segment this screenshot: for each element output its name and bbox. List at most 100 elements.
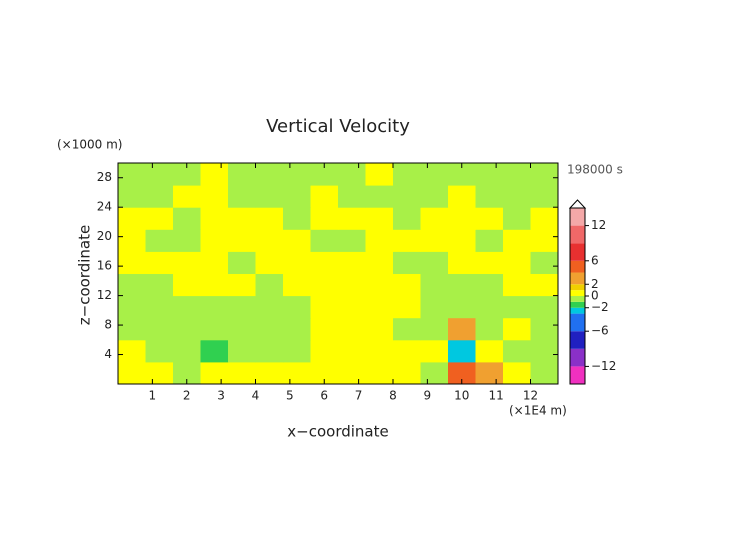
- heatmap-cell: [530, 185, 559, 208]
- colorbar-band: [570, 313, 585, 332]
- heatmap-cell: [338, 295, 366, 319]
- heatmap-cell: [173, 251, 201, 274]
- heatmap-cell: [118, 185, 146, 208]
- heatmap-cell: [145, 251, 174, 274]
- heatmap-cell: [393, 361, 421, 385]
- heatmap-cell: [338, 207, 366, 230]
- x-tick-label: 9: [424, 389, 432, 403]
- heatmap-cell: [475, 339, 504, 363]
- heatmap-cell: [475, 207, 504, 230]
- heatmap-cell: [173, 339, 201, 363]
- heatmap-cell: [448, 163, 476, 186]
- colorbar-band: [570, 331, 585, 349]
- heatmap-cell: [118, 361, 146, 385]
- heatmap-cell: [173, 185, 201, 208]
- x-tick-label: 7: [355, 389, 363, 403]
- heatmap-cell: [228, 361, 256, 385]
- heatmap-cell: [200, 273, 229, 297]
- colorbar-band: [570, 243, 585, 261]
- heatmap-cell: [118, 229, 146, 252]
- heatmap-cell: [530, 295, 559, 319]
- heatmap-cell: [448, 295, 476, 319]
- heatmap-cell: [448, 273, 476, 297]
- plot-frame: [117, 162, 559, 385]
- x-tick-label: 8: [389, 389, 397, 403]
- heatmap-cell: [173, 229, 201, 252]
- heatmap-cell: [420, 361, 449, 385]
- heatmap-cell: [503, 229, 531, 252]
- heatmap-cell: [475, 185, 504, 208]
- heatmap-cell: [338, 185, 366, 208]
- heatmap-cell: [118, 317, 146, 341]
- heatmap-cell: [228, 273, 256, 297]
- heatmap-cell: [420, 251, 449, 274]
- heatmap-cell: [420, 163, 449, 186]
- heatmap-cell: [448, 251, 476, 274]
- x-unit: (×1E4 m): [509, 404, 567, 418]
- heatmap-cell: [365, 295, 394, 319]
- heatmap-cell: [255, 339, 284, 363]
- x-tick-label: 12: [523, 389, 538, 403]
- heatmap-cell: [145, 339, 174, 363]
- x-tick-label: 1: [149, 389, 157, 403]
- heatmap-cell: [118, 295, 146, 319]
- heatmap-cell: [338, 251, 366, 274]
- heatmap-cell: [118, 163, 146, 186]
- heatmap-cell: [200, 163, 229, 186]
- x-tick-label: 2: [183, 389, 191, 403]
- heatmap-cell: [448, 229, 476, 252]
- heatmap-cell: [448, 339, 476, 363]
- y-tick-label: 4: [104, 347, 112, 361]
- heatmap-cell: [365, 273, 394, 297]
- heatmap-cell: [118, 273, 146, 297]
- heatmap-cell: [365, 185, 394, 208]
- heatmap-cell: [283, 229, 311, 252]
- heatmap-cell: [530, 339, 559, 363]
- heatmap-cell: [200, 251, 229, 274]
- heatmap-cell: [283, 339, 311, 363]
- heatmap-cell: [173, 361, 201, 385]
- colorbar-tick-label: 6: [591, 253, 599, 267]
- heatmap-cell: [228, 229, 256, 252]
- heatmap-cell: [503, 339, 531, 363]
- heatmap-cell: [283, 185, 311, 208]
- heatmap-cell: [310, 251, 339, 274]
- heatmap-cell: [200, 361, 229, 385]
- y-axis-label: z−coordinate: [76, 225, 94, 325]
- heatmap-cell: [503, 295, 531, 319]
- heatmap-cell: [448, 207, 476, 230]
- heatmap-cell: [255, 295, 284, 319]
- heatmap-cell: [338, 163, 366, 186]
- heatmap-cell: [393, 251, 421, 274]
- heatmap-cell: [475, 317, 504, 341]
- heatmap-cell: [200, 295, 229, 319]
- heatmap-cell: [475, 229, 504, 252]
- heatmap-cell: [448, 361, 476, 385]
- colorbar-tick-label: −12: [591, 359, 616, 373]
- heatmap-cell: [145, 163, 174, 186]
- heatmap-cell: [255, 229, 284, 252]
- colorbar-tick-label: 2: [591, 277, 599, 291]
- heatmap-cell: [310, 229, 339, 252]
- colorbar-band: [570, 307, 585, 314]
- heatmap-cell: [283, 163, 311, 186]
- colorbar-band: [570, 296, 585, 302]
- heatmap-cell: [228, 317, 256, 341]
- heatmap-cell: [420, 273, 449, 297]
- heatmap-cell: [173, 163, 201, 186]
- heatmap-cell: [338, 273, 366, 297]
- heatmap-cell: [530, 273, 559, 297]
- colorbar-band: [570, 225, 585, 244]
- heatmap-cell: [228, 207, 256, 230]
- x-tick-label: 11: [488, 389, 503, 403]
- time-label: 198000 s: [567, 163, 623, 177]
- heatmap-cell: [228, 185, 256, 208]
- x-tick-label: 5: [286, 389, 294, 403]
- heatmap-cell: [530, 207, 559, 230]
- heatmap-cell: [338, 229, 366, 252]
- heatmap-cell: [503, 185, 531, 208]
- heatmap-cell: [420, 229, 449, 252]
- heatmap-cell: [145, 185, 174, 208]
- heatmap-cell: [255, 185, 284, 208]
- heatmap-cell: [118, 251, 146, 274]
